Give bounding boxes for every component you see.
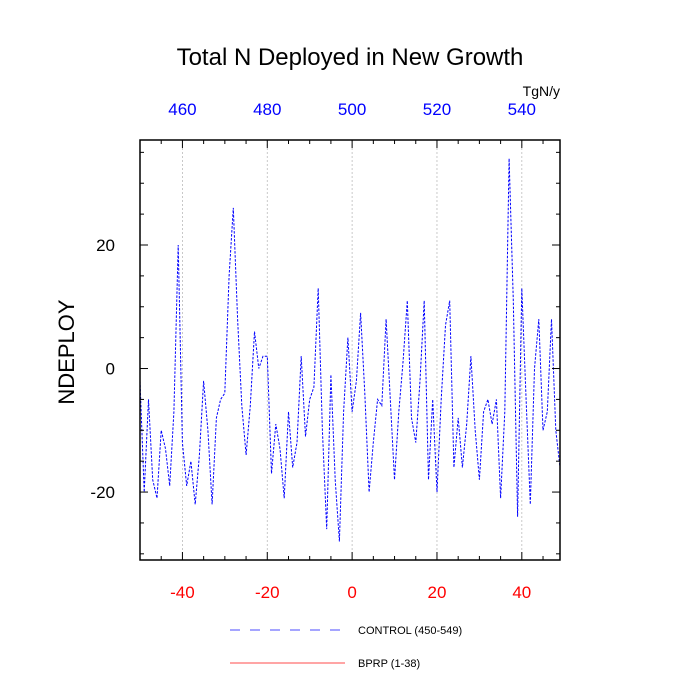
top-tick-label: 480 <box>253 100 281 119</box>
gridlines <box>182 140 523 560</box>
legend-label-1: BPRP (1-38) <box>358 658 420 670</box>
y-tick-label: 0 <box>106 360 115 379</box>
top-tick-label: 500 <box>338 100 366 119</box>
legend-label-0: CONTROL (450-549) <box>358 625 462 637</box>
chart-title: Total N Deployed in New Growth <box>177 44 524 71</box>
legend: CONTROL (450-549) BPRP (1-38) <box>230 625 462 670</box>
y-tick-label: 20 <box>96 236 115 255</box>
series-group <box>139 158 561 542</box>
top-tick-label: 460 <box>168 100 196 119</box>
x-tick-label: 20 <box>428 583 447 602</box>
x-tick-label: 0 <box>347 583 356 602</box>
x-tick-label: -20 <box>255 583 280 602</box>
top-tick-label: 520 <box>423 100 451 119</box>
plot-frame <box>139 139 561 561</box>
y-tick-label: -20 <box>90 483 115 502</box>
x-tick-label: 40 <box>512 583 531 602</box>
axis-ticks: -40 -20 0 20 40 460 480 500 520 540 -20 0 20 <box>90 100 560 602</box>
series-line-0 <box>139 158 561 542</box>
x-tick-label: -40 <box>170 583 195 602</box>
top-tick-label: 540 <box>508 100 536 119</box>
units-label: TgN/y <box>523 83 560 99</box>
y-axis-label: NDEPLOY <box>54 299 79 404</box>
